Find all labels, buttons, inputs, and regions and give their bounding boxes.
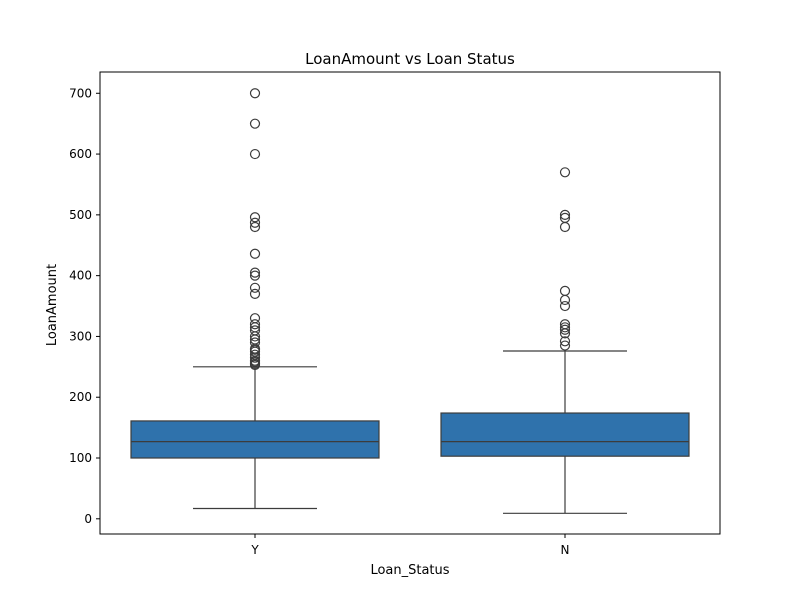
outlier-point [249, 118, 261, 129]
y-tick-label: 400 [69, 269, 92, 283]
y-tick-label: 100 [69, 451, 92, 465]
outlier-point [559, 322, 571, 333]
chart-title: LoanAmount vs Loan Status [305, 50, 515, 68]
outlier-point [559, 212, 571, 223]
outlier-point [559, 221, 571, 233]
outlier-point [249, 148, 261, 160]
y-tick-label: 300 [69, 329, 92, 343]
x-tick-label: Y [250, 543, 259, 557]
box-N [440, 167, 690, 514]
y-axis: 0 100 200 300 400 500 600 700 [69, 86, 100, 526]
outlier-point [559, 319, 571, 330]
outlier-point [249, 349, 261, 360]
box-Y [130, 88, 380, 510]
outlier-point [559, 324, 571, 335]
outlier-point [559, 300, 571, 312]
outlier-point [249, 337, 261, 348]
iqr-box [130, 420, 380, 459]
outlier-point [559, 294, 571, 306]
outlier-point [559, 340, 571, 351]
y-tick-label: 500 [69, 208, 92, 222]
iqr-box [440, 412, 690, 457]
y-axis-label: LoanAmount [45, 264, 60, 346]
y-tick-label: 700 [69, 86, 92, 100]
outlier-point [249, 282, 261, 293]
outlier-point [249, 319, 261, 330]
outlier-point [249, 221, 261, 233]
box-series [130, 88, 690, 514]
y-tick-label: 200 [69, 390, 92, 404]
y-tick-label: 0 [84, 512, 92, 526]
outlier-point [249, 248, 261, 259]
plot-area-frame [99, 71, 721, 535]
outlier-point [249, 212, 261, 223]
outlier-point [249, 288, 261, 299]
y-tick-label: 600 [69, 147, 92, 161]
outlier-point [249, 313, 261, 324]
outlier-point [559, 209, 571, 220]
outlier-point [559, 285, 571, 296]
x-axis-label: Loan_Status [370, 563, 449, 578]
outlier-point [249, 270, 261, 281]
outlier-point [249, 88, 261, 99]
outlier-point [559, 336, 571, 347]
outlier-point [559, 167, 571, 178]
outlier-point [249, 217, 261, 228]
outlier-point [249, 267, 261, 278]
x-tick-label: N [561, 543, 570, 557]
outlier-point [249, 325, 261, 336]
